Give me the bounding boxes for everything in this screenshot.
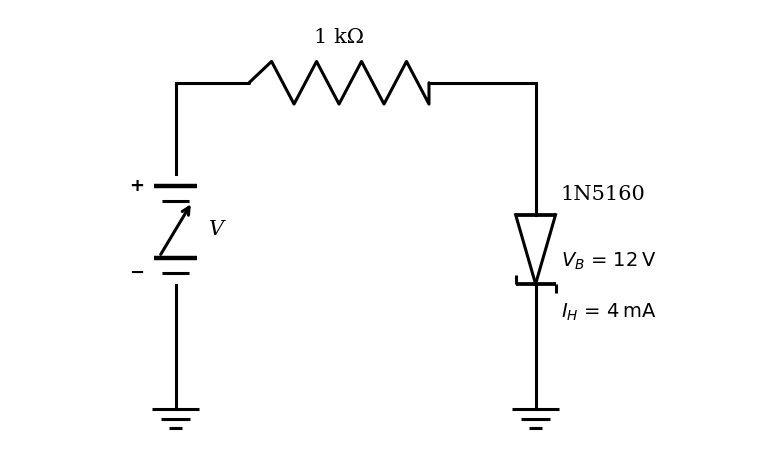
Text: 1N5160: 1N5160 [561,185,646,204]
Text: +: + [129,177,145,195]
Text: V: V [209,220,224,239]
Text: −: − [129,264,145,282]
Text: $I_H$ = 4 mA: $I_H$ = 4 mA [561,301,657,322]
Text: 1 kΩ: 1 kΩ [314,28,364,47]
Text: $V_B$ = 12 V: $V_B$ = 12 V [561,251,657,272]
